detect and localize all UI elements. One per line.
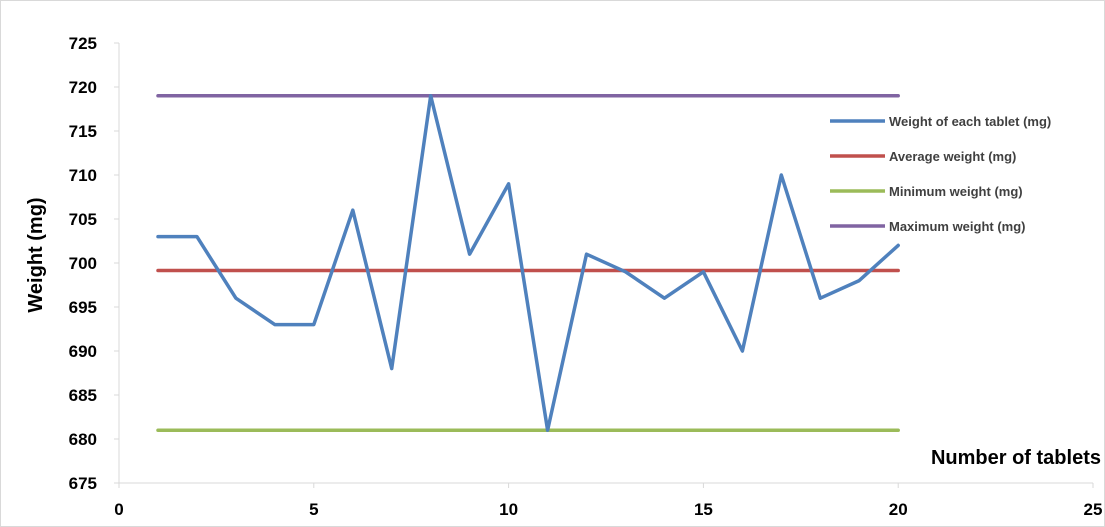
y-tick-label: 690 (69, 342, 97, 361)
y-tick-label: 695 (69, 298, 97, 317)
x-tick-label: 5 (309, 500, 318, 519)
y-tick-label: 710 (69, 166, 97, 185)
y-tick-label: 675 (69, 474, 97, 493)
y-tick-label: 715 (69, 122, 97, 141)
y-tick-label: 685 (69, 386, 97, 405)
x-tick-label: 20 (889, 500, 908, 519)
series-line-weight-of-each-tablet (156, 94, 900, 432)
y-tick-label: 720 (69, 78, 97, 97)
y-axis-title: Weight (mg) (25, 197, 47, 312)
y-tick-label: 705 (69, 210, 97, 229)
x-tick-label: 0 (114, 500, 123, 519)
y-tick-label: 700 (69, 254, 97, 273)
y-axis-ticks: 675 680 685 690 695 700 705 710 715 720 725 (69, 34, 119, 493)
x-axis-title: Number of tablets (931, 447, 1101, 469)
x-tick-label: 10 (499, 500, 518, 519)
x-tick-label: 25 (1084, 500, 1103, 519)
x-tick-label: 15 (694, 500, 713, 519)
series-lines (156, 94, 900, 432)
legend-label: Maximum weight (mg) (889, 219, 1026, 234)
legend-label: Minimum weight (mg) (889, 184, 1023, 199)
legend-label: Weight of each tablet (mg) (889, 114, 1051, 129)
y-tick-label: 680 (69, 430, 97, 449)
legend: Weight of each tablet (mg) Average weight… (830, 114, 1051, 234)
y-tick-label: 725 (69, 34, 97, 53)
legend-label: Average weight (mg) (889, 149, 1016, 164)
x-axis-ticks: 0 5 10 15 20 25 (114, 483, 1102, 519)
